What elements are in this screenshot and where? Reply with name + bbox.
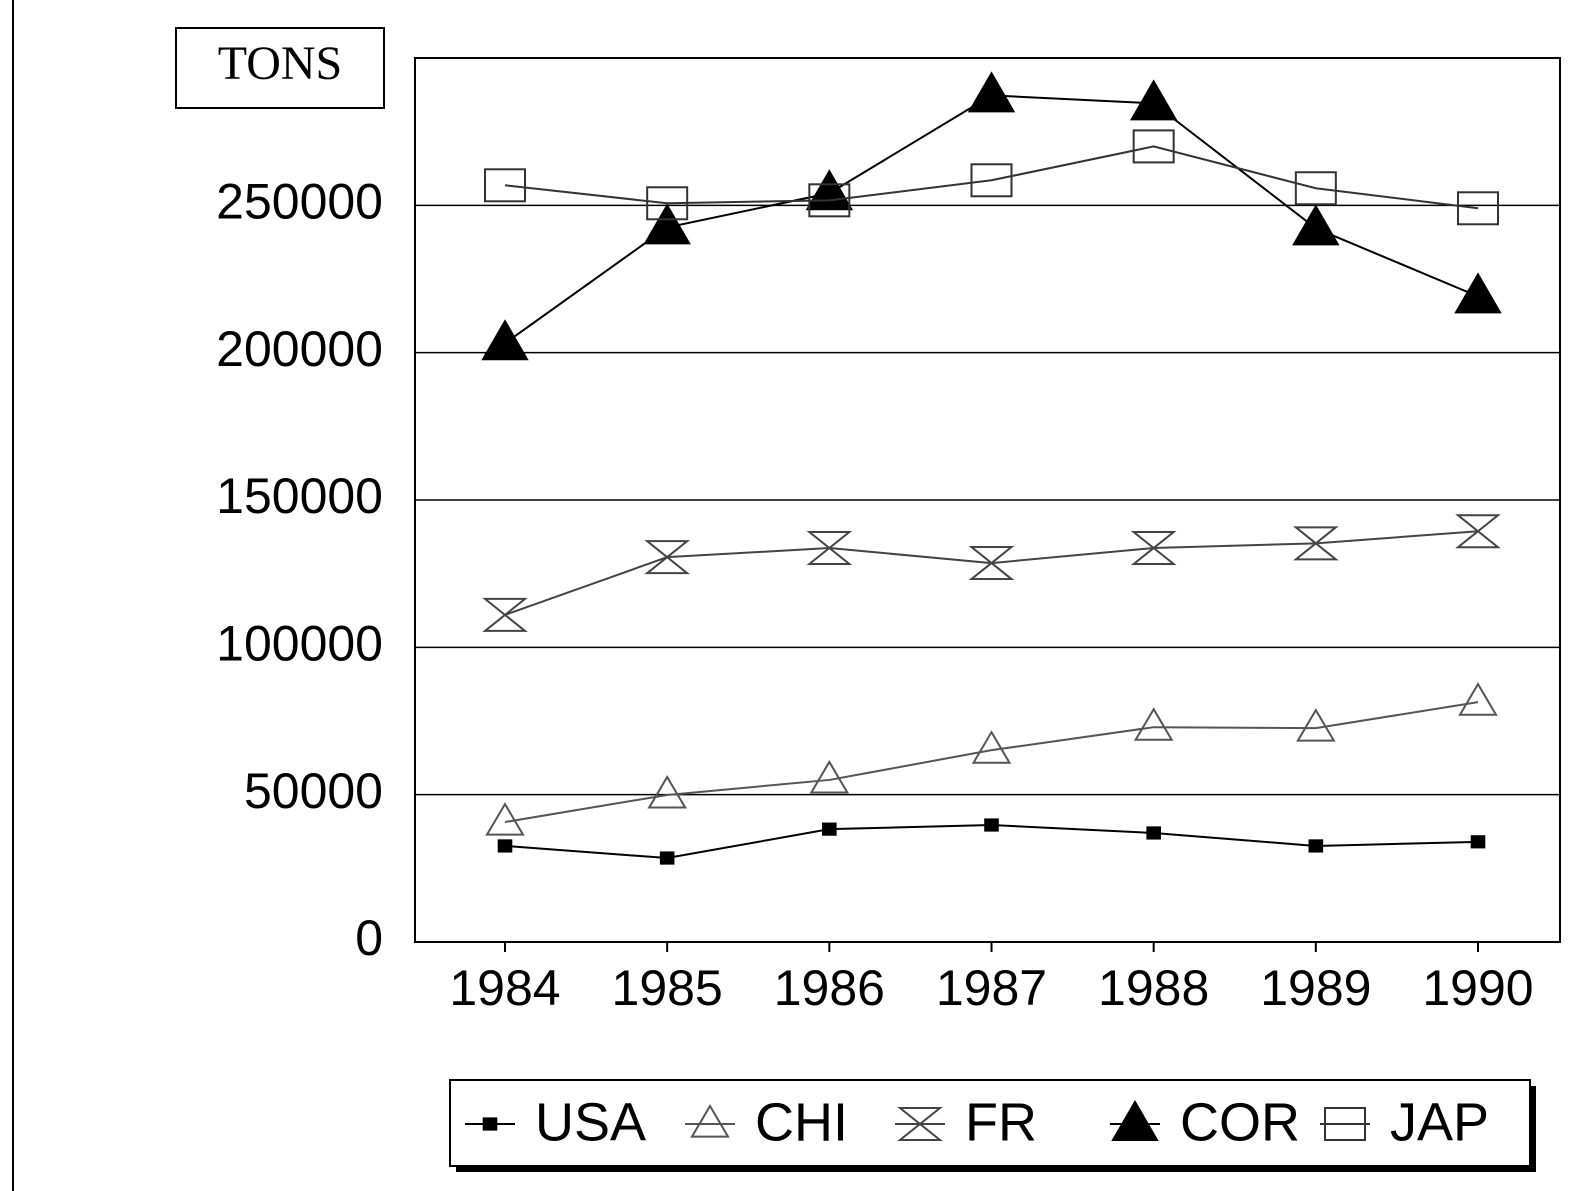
point-marker xyxy=(1130,531,1177,566)
point-marker xyxy=(1455,514,1501,549)
point-marker xyxy=(971,730,1012,764)
point-marker xyxy=(970,163,1013,198)
legend-marker xyxy=(897,1107,943,1141)
x-tick-label: 1990 xyxy=(1422,960,1533,1016)
point-marker xyxy=(1457,191,1499,226)
legend-label: FR xyxy=(965,1092,1037,1152)
point-marker xyxy=(1133,707,1174,741)
x-tick-label: 1989 xyxy=(1260,960,1371,1016)
point-marker xyxy=(1292,526,1339,561)
point-marker xyxy=(1470,835,1486,849)
point-marker xyxy=(1294,171,1337,206)
point-marker xyxy=(497,839,513,853)
point-marker xyxy=(1146,826,1161,840)
point-marker xyxy=(967,71,1016,113)
chart-title: TONS xyxy=(218,37,342,90)
point-marker xyxy=(659,851,675,865)
x-tick-label: 1988 xyxy=(1098,960,1209,1016)
x-tick-label: 1987 xyxy=(936,960,1047,1016)
point-marker xyxy=(643,203,691,245)
legend-label: CHI xyxy=(755,1092,848,1152)
series-line xyxy=(504,145,1479,210)
point-marker xyxy=(484,168,526,203)
legend-marker xyxy=(1324,1107,1366,1141)
x-tick-label: 1984 xyxy=(449,960,560,1016)
point-marker xyxy=(1458,682,1498,716)
point-marker xyxy=(482,597,528,632)
legend-label: JAP xyxy=(1390,1092,1489,1152)
legend-marker xyxy=(1111,1100,1159,1141)
x-tick-label: 1986 xyxy=(774,960,885,1016)
legend-label: USA xyxy=(535,1092,646,1152)
point-marker xyxy=(1129,79,1178,121)
title-box xyxy=(175,27,385,109)
point-marker xyxy=(644,540,691,575)
legend-marker xyxy=(690,1104,730,1138)
point-marker xyxy=(968,546,1015,581)
y-tick-label: 50000 xyxy=(244,763,383,819)
series-line xyxy=(504,701,1479,824)
point-marker xyxy=(1308,839,1324,853)
y-tick-label: 250000 xyxy=(216,174,383,230)
point-marker xyxy=(809,759,850,794)
x-tick-label: 1985 xyxy=(612,960,723,1016)
point-marker xyxy=(805,169,854,211)
point-marker xyxy=(1292,204,1340,246)
point-marker xyxy=(808,183,851,218)
point-marker xyxy=(1454,272,1502,314)
point-marker xyxy=(1296,708,1336,742)
point-marker xyxy=(822,822,837,836)
legend-label: COR xyxy=(1180,1092,1300,1152)
y-tick-label: 100000 xyxy=(216,616,383,672)
point-marker xyxy=(1132,129,1175,164)
point-marker xyxy=(647,774,687,809)
point-marker xyxy=(984,818,999,832)
point-marker xyxy=(646,186,689,221)
y-tick-label: 0 xyxy=(355,910,383,966)
legend-marker xyxy=(482,1117,498,1131)
y-tick-label: 150000 xyxy=(216,468,383,524)
point-marker xyxy=(485,802,525,836)
y-tick-label: 200000 xyxy=(216,321,383,377)
point-marker xyxy=(481,319,529,361)
point-marker xyxy=(806,531,853,566)
